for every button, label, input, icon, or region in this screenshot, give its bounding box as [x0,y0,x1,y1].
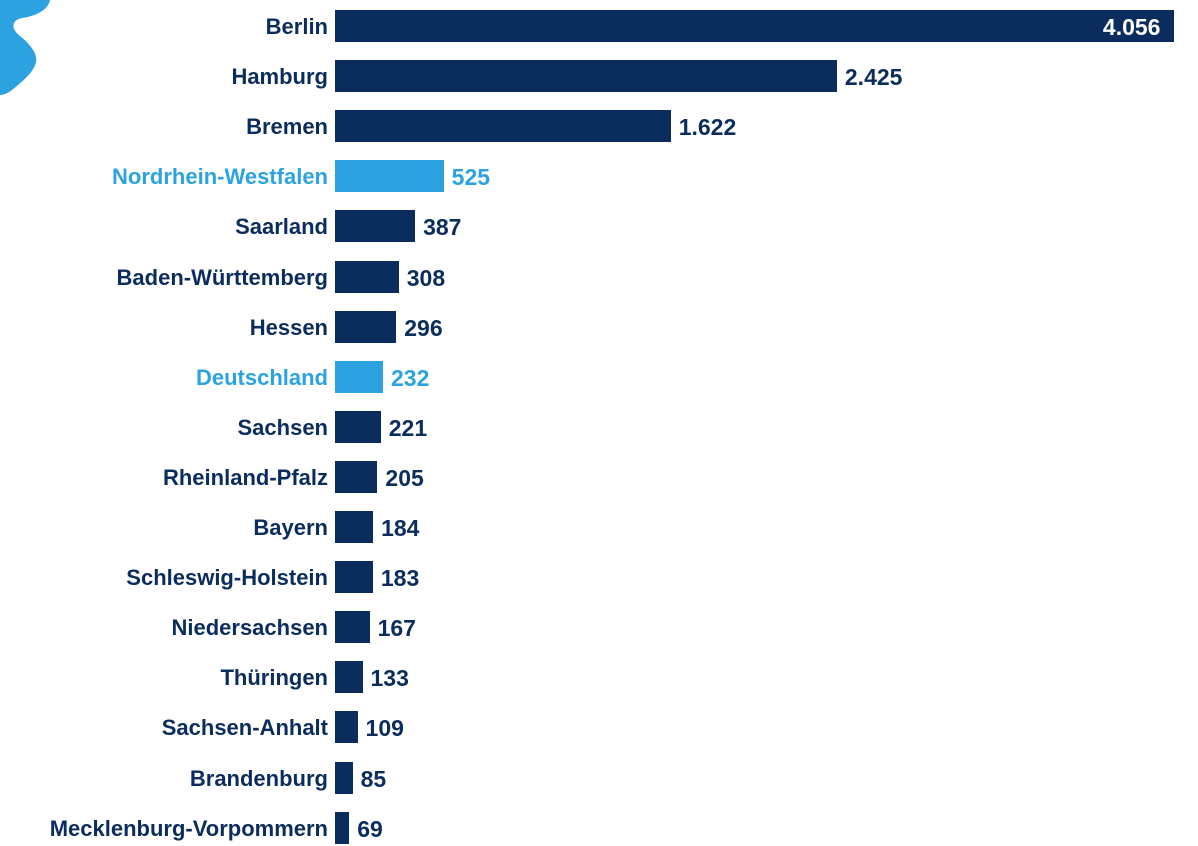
bar-row-berlin: Berlin 4.056 [0,10,1198,44]
bar-bremen [335,110,671,143]
category-label-thueringen: Thüringen [220,665,328,691]
category-label-bayern: Bayern [253,515,328,540]
value-label-hessen: 296 [404,314,443,341]
value-label-berlin: 4.056 [1102,14,1161,40]
bar-row-thueringen: Thüringen 133 [0,661,1198,695]
bar-row-rheinland-pfalz: Rheinland-Pfalz 205 [0,460,1198,495]
bar-row-hessen: Hessen 296 [0,310,1198,345]
bar-row-sachsen-anhalt: Sachsen-Anhalt 109 [0,711,1198,745]
value-label-bayern: 184 [381,515,420,541]
bar-schleswig-holstein [335,561,373,594]
bar-row-niedersachsen: Niedersachsen 167 [0,611,1198,645]
value-label-sachsen-anhalt: 109 [365,715,404,742]
category-label-sachsen-anhalt: Sachsen-Anhalt [161,715,328,741]
category-label-hamburg: Hamburg [231,64,328,90]
bar-hamburg [335,60,837,93]
bar-row-schleswig-holstein: Schleswig-Holstein 183 [0,561,1198,595]
bar-rheinland-pfalz [335,460,378,493]
category-label-sachsen: Sachsen [237,414,329,440]
bar-row-nordrhein-westfalen: Nordrhein-Westfalen 525 [0,160,1198,194]
bar-row-hamburg: Hamburg 2.425 [0,60,1198,94]
bar-deutschland [335,360,384,393]
value-label-nordrhein-westfalen: 525 [451,164,491,191]
category-label-rheinland-pfalz: Rheinland-Pfalz [162,464,328,490]
value-label-niedersachsen: 167 [377,615,416,642]
value-label-deutschland: 232 [391,364,430,391]
bar-sachsen [335,410,381,443]
category-label-nordrhein-westfalen: Nordrhein-Westfalen [112,164,328,190]
value-label-schleswig-holstein: 183 [380,565,420,592]
bar-berlin [335,10,1175,42]
bar-row-bremen: Bremen 1.622 [0,110,1198,144]
bar-mecklenburg-vorpommern [335,811,350,844]
category-label-berlin: Berlin [265,14,328,39]
bar-niedersachsen [335,611,370,644]
bar-row-baden-wuerttemberg: Baden-Württemberg 308 [0,260,1198,295]
value-label-bremen: 1.622 [678,114,737,141]
category-label-brandenburg: Brandenburg [189,765,328,791]
bar-row-bayern: Bayern 184 [0,511,1198,545]
value-label-baden-wuerttemberg: 308 [406,264,446,291]
bar-sachsen-anhalt [335,711,358,744]
bar-row-saarland: Saarland 387 [0,210,1198,244]
category-label-mecklenburg-vorpommern: Mecklenburg-Vorpommern [49,815,328,841]
bar-row-brandenburg: Brandenburg 85 [0,761,1198,796]
bar-saarland [335,210,416,243]
bar-row-mecklenburg-vorpommern: Mecklenburg-Vorpommern 69 [0,811,1198,846]
bar-hessen [335,310,397,343]
category-label-niedersachsen: Niedersachsen [171,615,328,641]
value-label-hamburg: 2.425 [844,64,903,91]
value-label-thueringen: 133 [370,665,409,692]
category-label-baden-wuerttemberg: Baden-Württemberg [116,264,328,290]
bar-thueringen [335,661,363,694]
map-shape-icon [0,0,50,95]
category-label-schleswig-holstein: Schleswig-Holstein [126,565,328,591]
bar-row-deutschland: Deutschland 232 [0,360,1198,395]
category-label-hessen: Hessen [249,314,328,340]
category-label-bremen: Bremen [246,114,328,140]
category-label-saarland: Saarland [235,214,328,240]
value-label-saarland: 387 [423,214,462,241]
value-label-brandenburg: 85 [360,765,387,792]
value-label-rheinland-pfalz: 205 [385,464,424,491]
value-label-mecklenburg-vorpommern: 69 [357,815,383,842]
bar-baden-wuerttemberg [335,260,399,293]
bar-row-sachsen: Sachsen 221 [0,410,1198,445]
bar-bayern [335,511,374,543]
bar-nordrhein-westfalen [335,160,444,193]
category-label-deutschland: Deutschland [195,364,328,390]
bar-brandenburg [335,761,353,794]
value-label-sachsen: 221 [388,414,428,441]
